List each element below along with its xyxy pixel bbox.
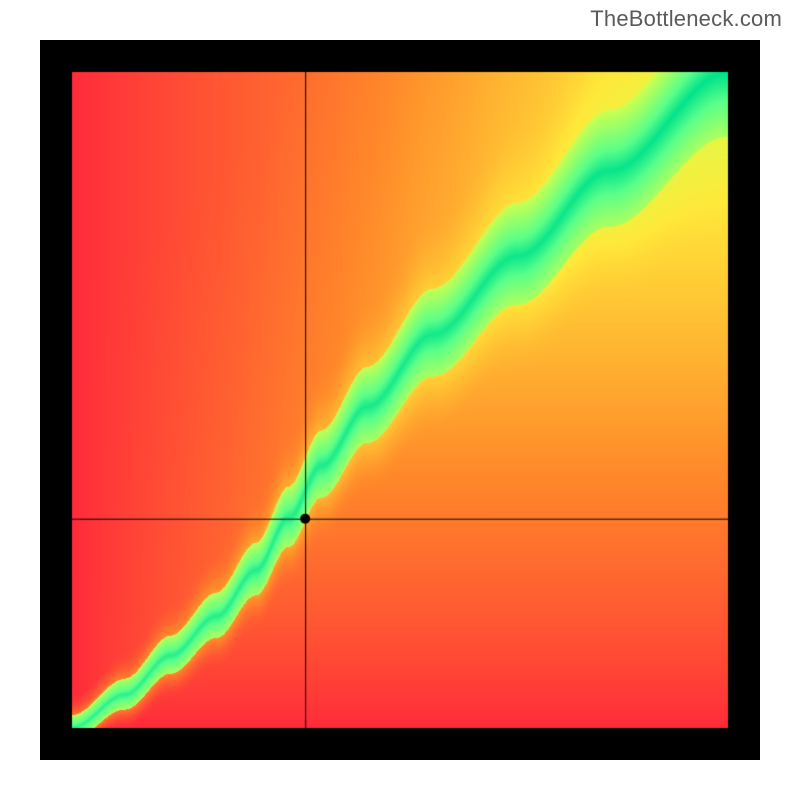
watermark-text: TheBottleneck.com [590,6,782,32]
chart-outer-frame [40,40,760,760]
heatmap-canvas [40,40,760,760]
chart-container: TheBottleneck.com [0,0,800,800]
